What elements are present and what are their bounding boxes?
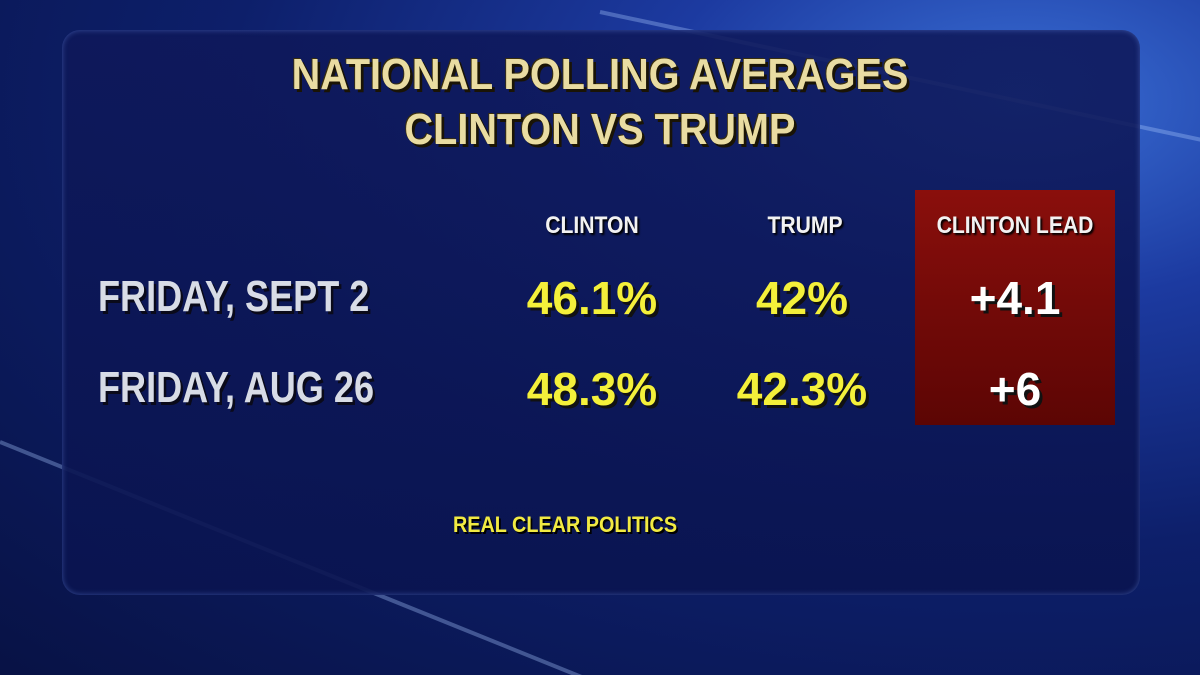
cell: 46.1% (526, 272, 658, 324)
row-label: FRIDAY, SEPT 2 (98, 272, 370, 321)
column-header: CLINTON LEAD (936, 212, 1094, 239)
column-header: TRUMP (767, 212, 843, 239)
column-header: CLINTON (545, 212, 639, 239)
title: CLINTON VS TRUMP (404, 105, 796, 154)
lead-box (915, 190, 1115, 425)
row-label: FRIDAY, AUG 26 (98, 363, 375, 412)
cell: +6 (988, 363, 1042, 415)
cell: 42.3% (736, 363, 868, 415)
cell: 42% (755, 272, 849, 324)
cell: 48.3% (526, 363, 658, 415)
cell: +4.1 (969, 272, 1061, 324)
source: REAL CLEAR POLITICS (453, 512, 678, 537)
title: NATIONAL POLLING AVERAGES (291, 50, 909, 99)
